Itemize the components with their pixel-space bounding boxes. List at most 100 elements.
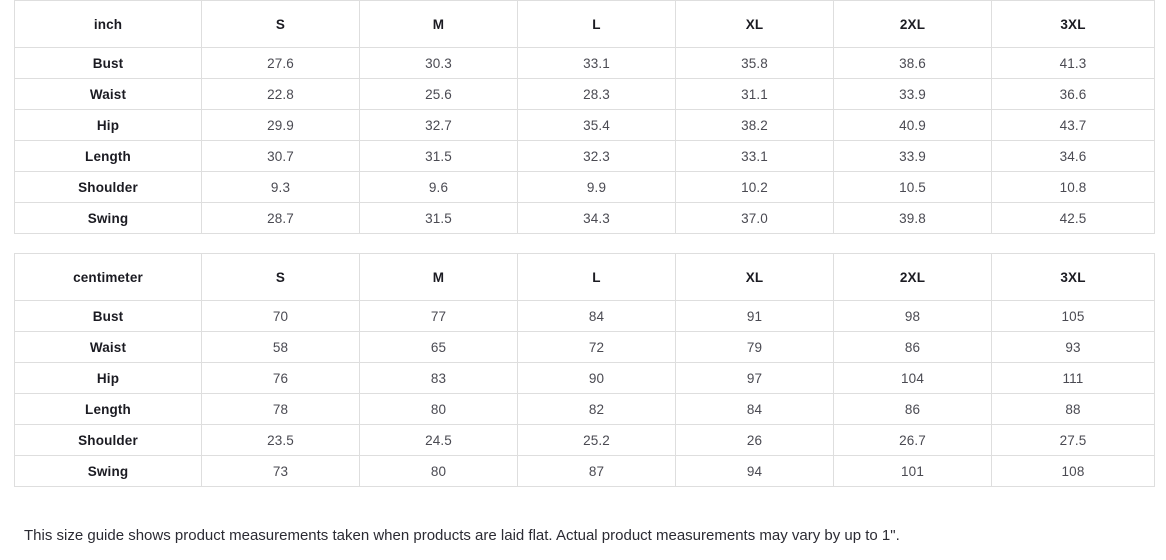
cell-bust-3xl: 105: [991, 300, 1155, 332]
cell-swing-l: 87: [517, 455, 676, 487]
cell-waist-xl: 31.1: [675, 78, 834, 110]
cell-bust-3xl: 41.3: [991, 47, 1155, 79]
row-label-swing: Swing: [14, 202, 202, 234]
cell-shoulder-l: 9.9: [517, 171, 676, 203]
table-row: Length 78 80 82 84 86 88: [14, 393, 1155, 425]
cell-swing-xl: 94: [675, 455, 834, 487]
cell-hip-xl: 97: [675, 362, 834, 394]
cell-length-xl: 84: [675, 393, 834, 425]
cell-waist-s: 22.8: [201, 78, 360, 110]
cell-hip-m: 32.7: [359, 109, 518, 141]
table-row: Shoulder 9.3 9.6 9.9 10.2 10.5 10.8: [14, 171, 1155, 203]
cell-hip-3xl: 43.7: [991, 109, 1155, 141]
row-label-bust: Bust: [14, 300, 202, 332]
unit-header-inch: inch: [14, 0, 202, 48]
cell-hip-2xl: 104: [833, 362, 992, 394]
cell-waist-m: 25.6: [359, 78, 518, 110]
table-row: Shoulder 23.5 24.5 25.2 26 26.7 27.5: [14, 424, 1155, 456]
cell-shoulder-xl: 26: [675, 424, 834, 456]
table-row: Waist 22.8 25.6 28.3 31.1 33.9 36.6: [14, 78, 1155, 110]
size-header-3xl: 3XL: [991, 253, 1155, 301]
cell-swing-s: 28.7: [201, 202, 360, 234]
cell-swing-2xl: 39.8: [833, 202, 992, 234]
size-header-xl: XL: [675, 253, 834, 301]
cell-swing-m: 31.5: [359, 202, 518, 234]
cell-length-2xl: 86: [833, 393, 992, 425]
cell-length-l: 82: [517, 393, 676, 425]
cell-hip-xl: 38.2: [675, 109, 834, 141]
cell-waist-3xl: 36.6: [991, 78, 1155, 110]
cell-hip-m: 83: [359, 362, 518, 394]
cell-swing-3xl: 42.5: [991, 202, 1155, 234]
cell-hip-s: 76: [201, 362, 360, 394]
cell-shoulder-s: 23.5: [201, 424, 360, 456]
cell-swing-3xl: 108: [991, 455, 1155, 487]
cell-hip-l: 90: [517, 362, 676, 394]
cell-hip-l: 35.4: [517, 109, 676, 141]
row-label-bust: Bust: [14, 47, 202, 79]
cell-shoulder-s: 9.3: [201, 171, 360, 203]
cell-length-s: 78: [201, 393, 360, 425]
cell-bust-m: 30.3: [359, 47, 518, 79]
cell-waist-l: 72: [517, 331, 676, 363]
cell-length-3xl: 34.6: [991, 140, 1155, 172]
cell-waist-2xl: 33.9: [833, 78, 992, 110]
cell-hip-s: 29.9: [201, 109, 360, 141]
size-header-l: L: [517, 253, 676, 301]
unit-header-centimeter: centimeter: [14, 253, 202, 301]
cell-waist-m: 65: [359, 331, 518, 363]
row-label-waist: Waist: [14, 331, 202, 363]
cell-shoulder-m: 24.5: [359, 424, 518, 456]
cell-bust-xl: 35.8: [675, 47, 834, 79]
cell-waist-xl: 79: [675, 331, 834, 363]
size-header-2xl: 2XL: [833, 0, 992, 48]
size-table-centimeter: centimeter S M L XL 2XL 3XL Bust 70 77 8…: [14, 253, 1155, 487]
cell-length-3xl: 88: [991, 393, 1155, 425]
cell-shoulder-2xl: 26.7: [833, 424, 992, 456]
row-label-shoulder: Shoulder: [14, 171, 202, 203]
cell-hip-2xl: 40.9: [833, 109, 992, 141]
cell-swing-2xl: 101: [833, 455, 992, 487]
row-label-hip: Hip: [14, 362, 202, 394]
size-header-2xl: 2XL: [833, 253, 992, 301]
cell-waist-l: 28.3: [517, 78, 676, 110]
size-header-3xl: 3XL: [991, 0, 1155, 48]
cell-shoulder-xl: 10.2: [675, 171, 834, 203]
cell-bust-s: 70: [201, 300, 360, 332]
table-row: Bust 70 77 84 91 98 105: [14, 300, 1155, 332]
table-row: Hip 76 83 90 97 104 111: [14, 362, 1155, 394]
table-divider-gap: [0, 234, 1166, 253]
table-row: Hip 29.9 32.7 35.4 38.2 40.9 43.7: [14, 109, 1155, 141]
cell-bust-2xl: 98: [833, 300, 992, 332]
row-label-swing: Swing: [14, 455, 202, 487]
cell-waist-s: 58: [201, 331, 360, 363]
cell-bust-l: 84: [517, 300, 676, 332]
size-header-s: S: [201, 253, 360, 301]
size-table-centimeter-body: Bust 70 77 84 91 98 105 Waist 58 65 72 7…: [14, 300, 1155, 487]
cell-bust-xl: 91: [675, 300, 834, 332]
cell-bust-m: 77: [359, 300, 518, 332]
size-header-xl: XL: [675, 0, 834, 48]
size-header-m: M: [359, 253, 518, 301]
table-row: Swing 28.7 31.5 34.3 37.0 39.8 42.5: [14, 202, 1155, 234]
row-label-length: Length: [14, 140, 202, 172]
cell-length-l: 32.3: [517, 140, 676, 172]
cell-length-2xl: 33.9: [833, 140, 992, 172]
row-label-hip: Hip: [14, 109, 202, 141]
cell-swing-m: 80: [359, 455, 518, 487]
cell-length-xl: 33.1: [675, 140, 834, 172]
cell-shoulder-3xl: 27.5: [991, 424, 1155, 456]
cell-bust-2xl: 38.6: [833, 47, 992, 79]
cell-shoulder-m: 9.6: [359, 171, 518, 203]
table-row: Waist 58 65 72 79 86 93: [14, 331, 1155, 363]
cell-hip-3xl: 111: [991, 362, 1155, 394]
cell-length-m: 31.5: [359, 140, 518, 172]
size-table-inch-head: inch S M L XL 2XL 3XL: [14, 0, 1155, 48]
size-header-m: M: [359, 0, 518, 48]
table-row: Length 30.7 31.5 32.3 33.1 33.9 34.6: [14, 140, 1155, 172]
size-table-inch: inch S M L XL 2XL 3XL Bust 27.6 30.3 33.…: [14, 0, 1155, 234]
cell-waist-3xl: 93: [991, 331, 1155, 363]
cell-length-m: 80: [359, 393, 518, 425]
header-row: centimeter S M L XL 2XL 3XL: [14, 253, 1155, 301]
